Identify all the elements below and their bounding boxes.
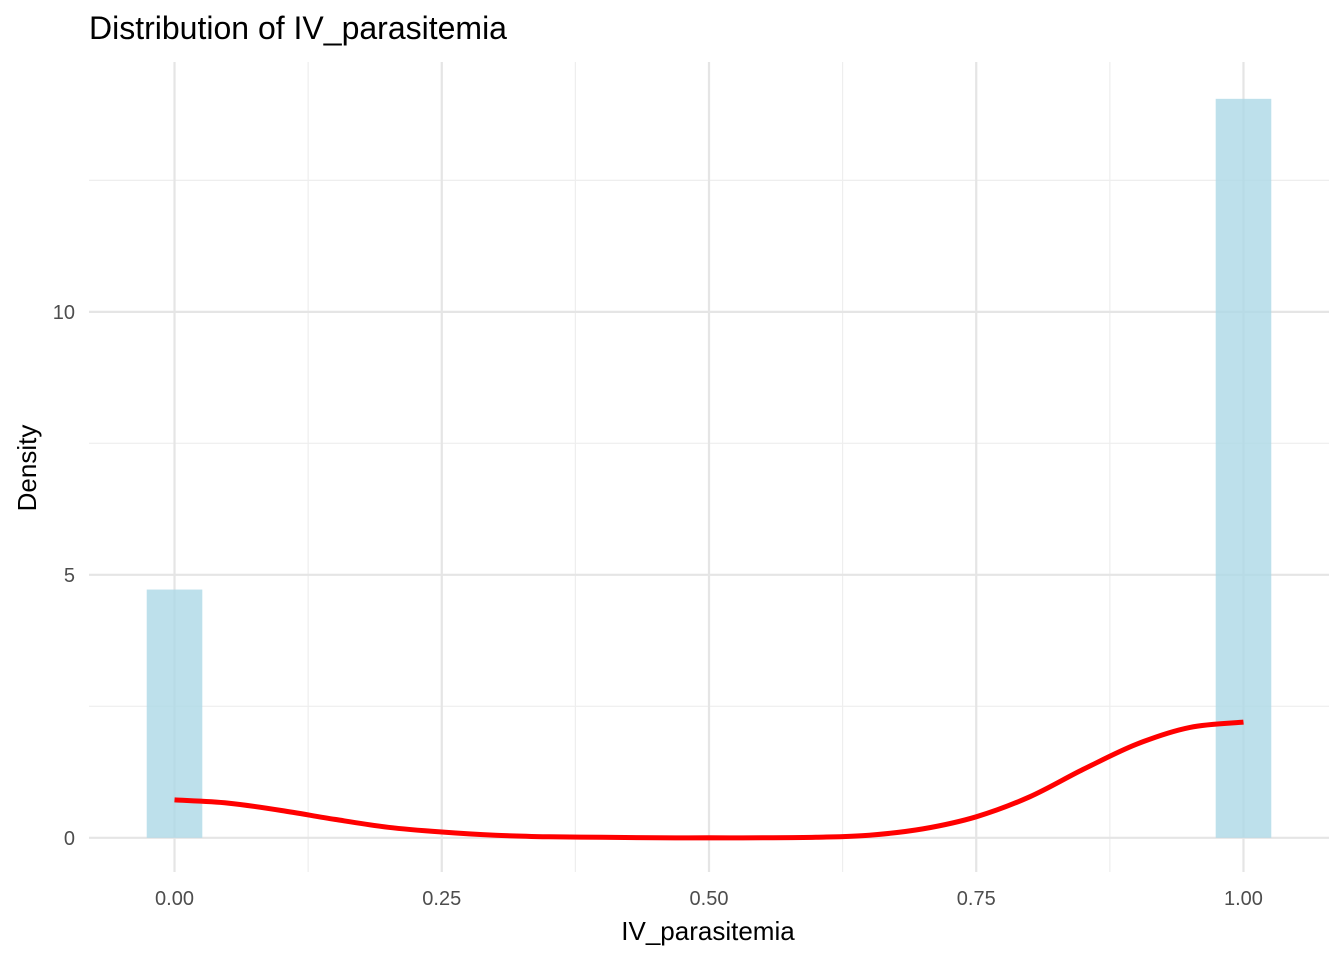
- density-curve: [174, 719, 1244, 841]
- histogram-bar-0: [146, 589, 203, 838]
- histogram-bar-1: [1215, 98, 1272, 838]
- x-axis-title: IV_parasitemia: [621, 916, 795, 946]
- y-tick-label-1: 5: [64, 565, 75, 587]
- x-tick-label-1: 0.25: [422, 888, 461, 910]
- y-axis-title: Density: [12, 425, 42, 512]
- x-tick-label-4: 1.00: [1224, 888, 1263, 910]
- y-tick-labels: 0 5 10: [53, 302, 75, 850]
- y-tick-label-2: 10: [53, 302, 75, 324]
- histogram-bars: [146, 98, 1272, 838]
- grid: [89, 62, 1329, 872]
- x-tick-label-3: 0.75: [957, 888, 996, 910]
- x-tick-labels: 0.00 0.25 0.50 0.75 1.00: [155, 888, 1263, 910]
- x-tick-label-2: 0.50: [690, 888, 729, 910]
- chart-title: Distribution of IV_parasitemia: [89, 10, 507, 46]
- y-tick-label-0: 0: [64, 828, 75, 850]
- x-tick-label-0: 0.00: [155, 888, 194, 910]
